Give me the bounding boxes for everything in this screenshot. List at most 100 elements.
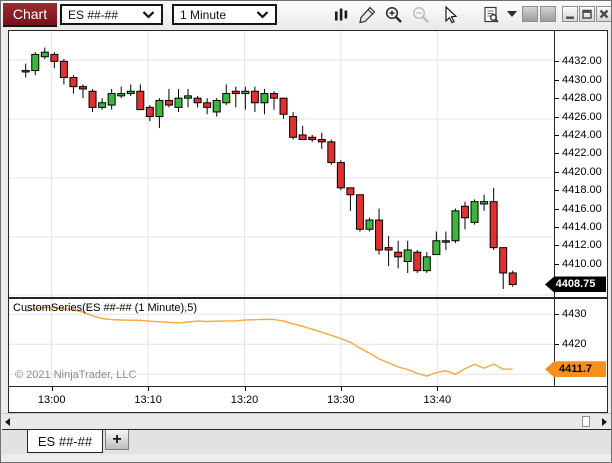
window-title-tab[interactable]: Chart [3,3,57,27]
indicator-tick-label: 4430 [562,308,587,321]
candle-body [336,162,345,189]
scrollbar-thumb[interactable] [582,416,590,427]
candle-body [298,134,307,141]
candle-body [136,90,145,111]
candle-body [489,201,498,249]
price-tick-label: 4412.00 [562,239,602,252]
minimize-icon [566,16,574,19]
close-icon [599,9,609,19]
horizontal-scrollbar[interactable] [2,413,611,429]
candle-body [260,93,269,104]
draw-icon[interactable] [357,5,377,25]
candle-body [193,97,202,104]
candle-body [432,240,441,256]
zoom-in-icon[interactable] [384,5,404,25]
candle-body [222,93,231,104]
chart-content: CustomSeries(ES ##-## (1 Minute),5) © 20… [8,30,608,413]
indicator-value-marker: 4411.7 [545,361,606,378]
indicator-tick-label: 4420 [562,338,587,351]
price-tick-label: 4418.00 [562,184,602,197]
close-button[interactable] [596,6,611,22]
tab-instrument[interactable]: ES ##-## [27,430,103,453]
interval-select[interactable]: 1 Minute [172,4,277,25]
indicator-line [25,306,513,377]
price-tick [555,98,559,100]
price-tick-label: 4416.00 [562,202,602,215]
title-bar: Chart ES ##-## 1 Minute [1,1,611,29]
time-axis[interactable]: 13:00 13:10 13:20 13:30 13:40 [9,387,607,412]
price-axis[interactable]: 4432.00 4430.00 4428.00 4426.00 4424.00 4422.… [545,31,607,297]
minimize-button[interactable] [562,6,578,22]
candle-body [164,99,173,106]
time-tick-label: 13:20 [230,394,259,406]
watermark: © 2021 NinjaTrader, LLC [15,369,137,381]
panel-divider[interactable] [9,297,607,299]
candle-body [279,97,288,115]
candle-body [508,272,517,285]
restore-icon [582,9,592,19]
zoom-out-icon[interactable] [411,5,431,25]
add-tab-button[interactable]: + [105,430,129,450]
price-tick [555,153,559,155]
indicator-axis[interactable]: 4430 4420 4411.7 [545,299,607,386]
candle-body [107,93,116,106]
scroll-left-icon[interactable] [5,418,10,426]
candle-body [117,93,126,97]
candle-body [355,194,364,230]
candle-body [21,70,30,73]
instrument-select[interactable]: ES ##-## [60,4,163,25]
interval-select-value: 1 Minute [180,7,227,22]
price-tick-label: 4424.00 [562,128,602,141]
candle-body [203,102,212,108]
dropdown-caret-icon[interactable] [505,10,519,20]
price-tick [555,263,559,265]
price-tick [555,190,559,192]
indicator-label: CustomSeries(ES ##-## (1 Minute),5) [13,302,198,314]
time-tick [51,387,53,391]
panel-button-2[interactable] [540,6,556,22]
price-tick-label: 4428.00 [562,92,602,105]
price-tick [555,245,559,247]
bottom-tab-bar: ES ##-## + [2,429,611,454]
cursor-icon[interactable] [440,5,460,25]
candle-body [289,116,298,138]
candle-body [480,201,489,205]
time-tick [244,387,246,391]
last-price-marker: 4408.75 [545,276,606,293]
candle-body [40,51,49,58]
chart-style-icon[interactable] [331,5,351,25]
candle-body [461,205,469,219]
price-tick [555,61,559,63]
candle-body [470,201,479,223]
candle-body [499,247,508,274]
price-tick [555,208,559,210]
indicator-line-chart [9,299,554,386]
candle-body [270,93,278,99]
price-panel[interactable] [9,31,554,297]
scroll-right-icon[interactable] [602,418,607,426]
candle-body [317,139,326,143]
candle-body [231,90,240,95]
candle-body [31,53,40,72]
candle-body [88,90,97,108]
candle-body [241,90,250,95]
time-tick-label: 13:10 [134,394,162,406]
price-tick-label: 4426.00 [562,110,602,123]
price-tick-label: 4420.00 [562,165,602,178]
candle-body [375,219,384,251]
candle-body [184,95,193,99]
candle-body [413,251,422,272]
instrument-select-value: ES ##-## [68,7,119,22]
price-tick-label: 4410.00 [562,257,602,270]
panel-button-1[interactable] [522,6,538,22]
time-tick-label: 13:00 [37,394,66,406]
report-icon[interactable] [481,5,501,25]
candle-body [155,99,164,118]
candle-body [308,136,317,141]
price-tick-label: 4432.00 [562,55,602,68]
candle-body [250,90,259,104]
indicator-panel[interactable]: CustomSeries(ES ##-## (1 Minute),5) © 20… [9,299,554,386]
restore-button[interactable] [579,6,595,22]
candle-body [394,251,403,258]
